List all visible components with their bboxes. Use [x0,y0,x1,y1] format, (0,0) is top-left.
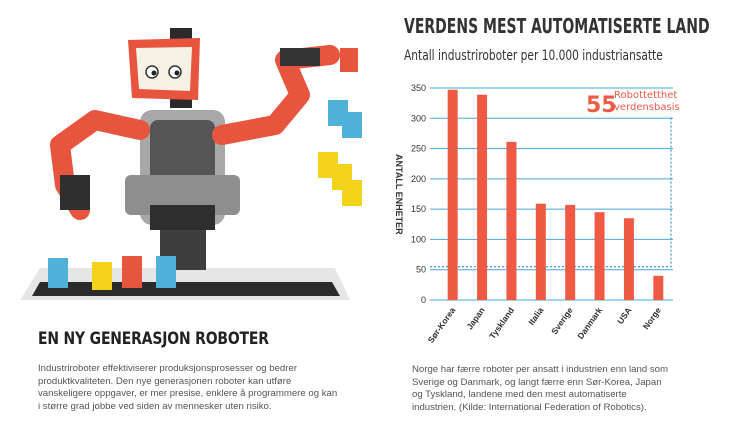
x-tick-label: Japan [464,305,486,331]
robot-illustration [20,28,362,300]
cup-conveyor-yellow [92,262,112,290]
robot-screen [136,47,192,91]
bar-chart: 0 50 100 150 200 250 300 350 Sør-Korea Japan Tyskl… [394,83,680,345]
reference-line [430,117,673,268]
conveyor-belt [32,282,340,296]
x-tick-label: Norge [641,305,663,331]
cup-conveyor-blue [48,258,68,288]
cup-blue-2 [342,112,362,138]
x-tick-label: Sverige [549,305,575,336]
annotation-value: 55 [586,93,617,118]
y-tick-label: 150 [411,204,426,214]
bar [594,212,605,300]
annotation: 55 Robottetthet verdensbasis [586,90,680,118]
y-tick-label: 200 [411,174,426,184]
chart-title: VERDENS MEST AUTOMATISERTE LAND [404,14,710,38]
bar [565,204,576,300]
x-tick-label: Tyskland [487,305,516,340]
cup-held [340,48,358,72]
robot-hip [150,205,215,230]
y-tick-label: 350 [411,83,426,93]
cup-conveyor-blue-2 [156,256,176,288]
cup-yellow-3 [342,180,362,206]
right-body-text: Norge har færre roboter per ansatt i ind… [412,364,668,413]
y-tick-label: 100 [411,234,426,244]
y-tick-label: 0 [421,295,426,305]
x-tick-label: Italia [526,305,545,327]
y-tick-label: 50 [416,265,426,275]
annotation-label-2: verdensbasis [614,102,680,113]
bar [447,89,458,300]
bar [623,218,634,300]
left-title: EN NY GENERASJON ROBOTER [38,329,269,349]
cup-conveyor-red [122,256,142,288]
bar [653,275,664,300]
x-tick-label: USA [615,305,633,325]
bar [535,203,546,300]
x-tick-label: Danmark [575,305,604,341]
bar [477,94,488,300]
annotation-label-1: Robottetthet [614,90,677,101]
y-tick-label: 250 [411,144,426,154]
x-tick-label: Sør-Korea [426,305,458,345]
bar [506,141,517,300]
chart-subtitle: Antall industriroboter per 10.000 indust… [404,48,663,64]
left-body-text: Industriroboter effektiviserer produksjo… [38,363,338,412]
robot-arm-right [212,45,340,145]
y-tick-label: 300 [411,113,426,123]
y-axis-label: ANTALL ENHETER [394,154,404,235]
robot-chest [150,120,215,190]
